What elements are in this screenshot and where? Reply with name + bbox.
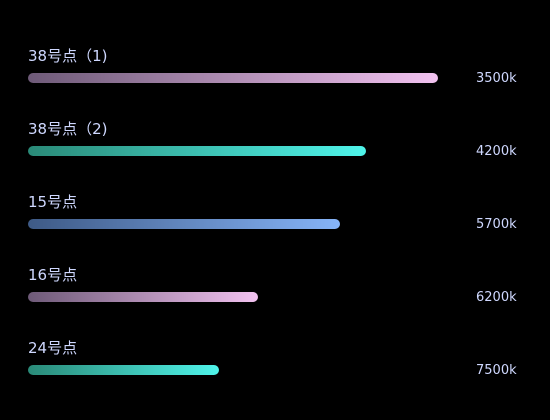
bar-track bbox=[28, 219, 438, 229]
value-label: 7500k bbox=[476, 363, 517, 378]
chart-row: 24号点 7500k bbox=[0, 339, 550, 399]
bar bbox=[28, 219, 340, 229]
chart-row: 16号点 6200k bbox=[0, 266, 550, 326]
category-label: 16号点 bbox=[28, 266, 78, 284]
bar-track bbox=[28, 146, 438, 156]
value-label: 3500k bbox=[476, 71, 517, 86]
bar bbox=[28, 73, 438, 83]
value-label: 5700k bbox=[476, 217, 517, 232]
value-label: 6200k bbox=[476, 290, 517, 305]
bar bbox=[28, 146, 367, 156]
category-label: 24号点 bbox=[28, 339, 78, 357]
bar-track bbox=[28, 292, 438, 302]
category-label: 38号点（1) bbox=[28, 47, 108, 65]
chart-row: 15号点 5700k bbox=[0, 193, 550, 253]
bar-track bbox=[28, 73, 438, 83]
category-label: 38号点（2) bbox=[28, 120, 108, 138]
category-label: 15号点 bbox=[28, 193, 78, 211]
bar bbox=[28, 292, 258, 302]
chart-row: 38号点（2) 4200k bbox=[0, 120, 550, 180]
bar bbox=[28, 365, 219, 375]
bar-track bbox=[28, 365, 438, 375]
value-label: 4200k bbox=[476, 144, 517, 159]
chart-row: 38号点（1) 3500k bbox=[0, 47, 550, 107]
